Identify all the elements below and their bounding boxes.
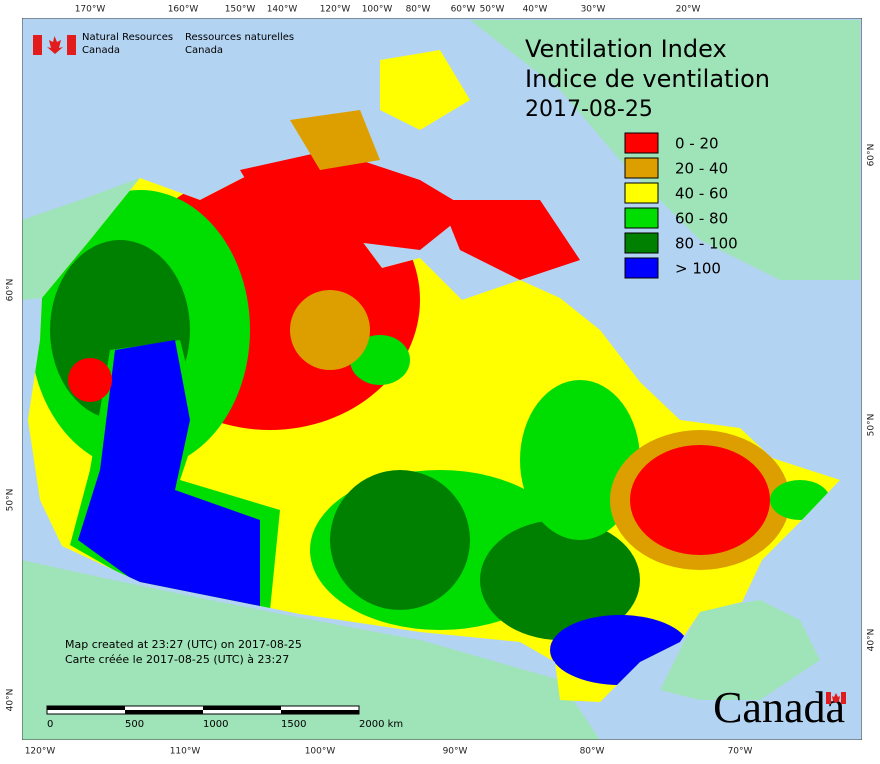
legend-swatch [624,232,659,254]
alaska [22,178,140,300]
map-body [22,18,862,740]
lon-label: 80°W [580,747,605,757]
date: 2017-08-25 [525,97,653,122]
lon-label: 60°W [451,5,476,15]
legend-swatch [624,207,659,229]
lon-label: 40°W [523,5,548,15]
scale-bar: 0 500 1000 1500 2000 km [46,705,403,730]
ellesmere [380,50,470,130]
scale-label: 2000 km [359,719,403,730]
lon-label: 140°W [267,5,298,15]
us-northeast [660,600,820,700]
wordmark: Canada [713,683,845,732]
lat-label: 50°N [6,489,16,512]
lon-label: 30°W [581,5,606,15]
legend-label: 20 - 40 [675,160,728,178]
north-islands [290,110,380,170]
legend-label: 60 - 80 [675,210,728,228]
scale-label: 1500 [281,719,306,730]
lat-label: 40°N [6,689,16,712]
lon-label: 100°W [362,5,393,15]
graticule-labels: 170°W 160°W 150°W 140°W 120°W 100°W 80°W 60°W 50… [6,5,877,757]
arctic-islands [240,150,470,250]
legend-swatch [624,257,659,279]
legend-label: 80 - 100 [675,235,738,253]
lon-label: 20°W [676,5,701,15]
agency-en: Canada [82,45,120,56]
agency-fr: Ressources naturelles [185,32,294,43]
greenland [470,20,860,280]
title: Ventilation Index [525,35,727,63]
lat-label: 40°N [867,629,877,652]
legend-label: > 100 [675,260,721,278]
scale-label: 0 [47,719,53,730]
lat-label: 60°N [867,144,877,167]
lat-label: 50°N [867,414,877,437]
lon-label: 100°W [305,747,336,757]
legend-label: 0 - 20 [675,135,719,153]
note: Map created at 23:27 (UTC) on 2017-08-25 [65,638,302,651]
legend-swatch [624,157,659,179]
agency-fr: Canada [185,45,223,56]
lon-label: 170°W [75,5,106,15]
scale-label: 1000 [203,719,228,730]
lat-label: 60°N [6,279,16,302]
lon-label: 150°W [225,5,256,15]
lon-label: 90°W [443,747,468,757]
scale-label: 500 [125,719,144,730]
lon-label: 160°W [168,5,199,15]
lon-label: 50°W [480,5,505,15]
note: Carte créée le 2017-08-25 (UTC) à 23:27 [65,653,289,666]
agency-logo: Natural Resources Canada Ressources natu… [33,32,294,56]
legend-swatch [624,132,659,154]
lon-label: 120°W [320,5,351,15]
lon-label: 70°W [728,747,753,757]
baffin [440,200,580,280]
usa-land [22,560,600,740]
wordmark-flag [826,692,846,704]
lon-label: 120°W [25,747,56,757]
legend-label: 40 - 60 [675,185,728,203]
lon-label: 110°W [170,747,201,757]
legend-swatch [624,182,659,204]
lon-label: 80°W [406,5,431,15]
agency-en: Natural Resources [82,32,173,43]
title: Indice de ventilation [525,65,770,93]
legend: 0 - 20 20 - 40 40 - 60 60 - 80 80 - 100 > 100 [624,132,738,279]
